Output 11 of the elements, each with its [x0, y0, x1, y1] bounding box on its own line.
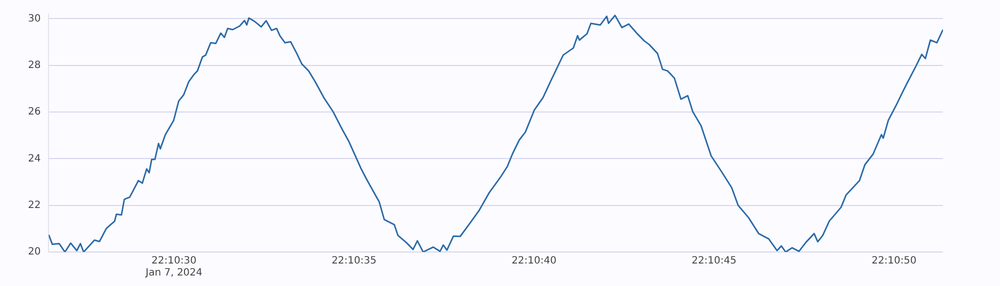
y-tick-label: 26 — [28, 106, 41, 118]
y-tick-label: 22 — [28, 200, 41, 211]
y-tick-label: 28 — [28, 60, 41, 71]
x-tick-label: 22:10:35 — [332, 256, 376, 267]
x-tick-label: 22:10:30 Jan 7, 2024 — [144, 256, 202, 279]
x-tick-label: 22:10:45 — [692, 256, 736, 267]
x-tick-label: 22:10:40 — [512, 256, 556, 267]
y-tick-label: 24 — [28, 153, 41, 164]
y-tick-label: 20 — [28, 246, 41, 258]
x-tick-label: 22:10:50 — [872, 256, 916, 267]
y-tick-label: 30 — [28, 13, 41, 24]
